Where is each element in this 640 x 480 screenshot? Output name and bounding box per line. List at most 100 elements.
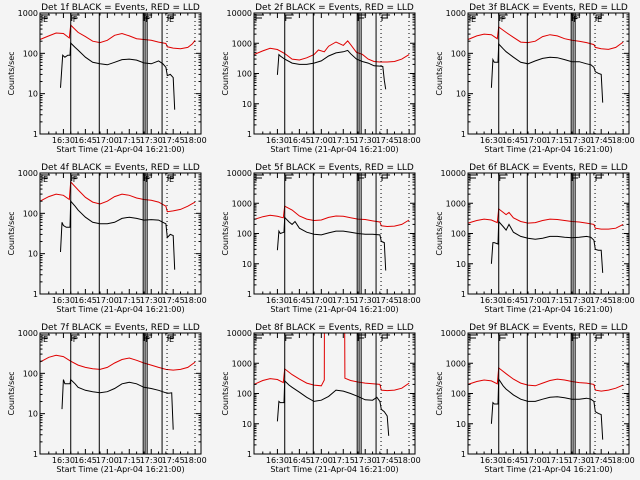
marker-label: F (145, 175, 150, 184)
y-tick-label: 10000 (227, 169, 252, 178)
marker-bracket (469, 174, 478, 181)
marker-bracket (285, 14, 294, 21)
x-tick-label: 17:00 (310, 456, 333, 465)
x-tick-label: 18:00 (398, 456, 421, 465)
y-tick-label: 1000 (446, 359, 466, 368)
chart-title: Det 6f BLACK = Events, RED = LLD (469, 163, 628, 173)
x-axis-label: Start Time (21-Apr-04 16:21:00) (56, 145, 184, 154)
x-tick-label: 17:00 (310, 136, 333, 145)
y-tick-label: 10 (456, 420, 466, 429)
x-tick-label: 16:45 (288, 136, 311, 145)
panel-det-1: Det 1f BLACK = Events, RED = LLD E F F E 1 10 1… (7, 3, 207, 154)
y-axis-label: Counts/sec (7, 371, 16, 415)
series-lld-line (467, 207, 624, 230)
marker-bracket (499, 174, 508, 181)
x-tick-label: 17:45 (162, 456, 185, 465)
chart-title: Det 2f BLACK = Events, RED = LLD (255, 3, 414, 13)
marker-bracket (499, 14, 508, 21)
plot-frame (39, 172, 202, 295)
x-tick-label: 16:45 (288, 456, 311, 465)
y-tick-label: 1 (247, 450, 252, 459)
series-lld-line (39, 24, 196, 50)
marker-label: E (43, 15, 48, 24)
chart-title: Det 7f BLACK = Events, RED = LLD (41, 323, 200, 333)
y-tick-label: 100 (23, 209, 38, 218)
panel-det-5: Det 5f BLACK = Events, RED = LLD 1 10 100 10… (221, 163, 421, 314)
x-axis-label: Start Time (21-Apr-04 16:21:00) (56, 465, 184, 474)
x-tick-label: 16:30 (52, 456, 75, 465)
marker-label: F (573, 15, 578, 24)
series-events-line (60, 199, 176, 270)
x-axis-label: Start Time (21-Apr-04 16:21:00) (270, 465, 398, 474)
x-tick-label: 18:00 (612, 456, 635, 465)
y-axis-label: Counts/sec (435, 211, 444, 255)
x-tick-label: 17:00 (310, 296, 333, 305)
x-tick-label: 16:45 (74, 296, 97, 305)
y-tick-label: 10 (28, 410, 38, 419)
marker-label: F (145, 15, 150, 24)
series-lld-line (467, 26, 624, 50)
y-tick-label: 100 (237, 390, 252, 399)
x-tick-label: 17:30 (568, 456, 591, 465)
x-tick-label: 16:30 (480, 296, 503, 305)
y-tick-label: 10000 (227, 329, 252, 338)
marker-bracket (71, 334, 80, 341)
y-tick-label: 1000 (446, 9, 466, 18)
x-tick-label: 17:45 (376, 296, 399, 305)
x-tick-label: 16:30 (52, 136, 75, 145)
marker-bracket (285, 334, 294, 341)
y-axis-label: Counts/sec (221, 211, 230, 255)
y-tick-label: 10 (242, 420, 252, 429)
marker-bracket (71, 14, 80, 21)
x-tick-label: 18:00 (398, 296, 421, 305)
marker-label: E (169, 335, 174, 344)
x-tick-label: 17:30 (568, 136, 591, 145)
series-events-line (60, 41, 176, 110)
y-tick-label: 100 (23, 369, 38, 378)
x-tick-label: 17:15 (546, 296, 569, 305)
y-tick-label: 100 (451, 230, 466, 239)
x-tick-label: 17:45 (376, 456, 399, 465)
x-tick-label: 18:00 (398, 136, 421, 145)
x-tick-label: 16:45 (502, 456, 525, 465)
y-tick-label: 1 (461, 450, 466, 459)
y-axis-label: Counts/sec (221, 51, 230, 95)
panel-det-8: Det 8f BLACK = Events, RED = LLD 1 10 100 10… (221, 323, 421, 474)
y-tick-label: 100 (237, 70, 252, 79)
marker-label: E (597, 15, 602, 24)
y-tick-label: 1 (461, 290, 466, 299)
panel-det-6: Det 6f BLACK = Events, RED = LLD 1 10 100 10… (435, 163, 635, 314)
x-tick-label: 17:15 (118, 456, 141, 465)
x-tick-label: 17:15 (332, 136, 355, 145)
x-tick-label: 18:00 (612, 136, 635, 145)
y-tick-label: 100 (451, 49, 466, 58)
y-tick-label: 10000 (441, 169, 466, 178)
x-tick-label: 17:15 (546, 456, 569, 465)
x-tick-label: 16:30 (52, 296, 75, 305)
marker-label: E (169, 15, 174, 24)
x-tick-label: 17:15 (332, 456, 355, 465)
marker-bracket (255, 14, 264, 21)
marker-bracket (499, 334, 508, 341)
y-tick-label: 100 (23, 49, 38, 58)
x-axis-label: Start Time (21-Apr-04 16:21:00) (484, 305, 612, 314)
y-tick-label: 10 (28, 250, 38, 259)
x-tick-label: 17:45 (376, 136, 399, 145)
plot-frame (39, 12, 202, 135)
x-tick-label: 16:30 (266, 136, 289, 145)
x-tick-label: 17:15 (332, 296, 355, 305)
y-tick-label: 10000 (441, 329, 466, 338)
x-tick-label: 16:30 (266, 456, 289, 465)
x-tick-label: 16:45 (74, 456, 97, 465)
x-tick-label: 17:30 (140, 296, 163, 305)
y-tick-label: 10 (456, 260, 466, 269)
chart-title: Det 4f BLACK = Events, RED = LLD (41, 163, 200, 173)
y-tick-label: 1 (33, 290, 38, 299)
y-tick-label: 100 (451, 390, 466, 399)
marker-bracket (469, 334, 478, 341)
y-tick-label: 100 (237, 230, 252, 239)
chart-title: Det 3f BLACK = Events, RED = LLD (469, 3, 628, 13)
y-tick-label: 1 (461, 130, 466, 139)
x-axis-label: Start Time (21-Apr-04 16:21:00) (270, 145, 398, 154)
